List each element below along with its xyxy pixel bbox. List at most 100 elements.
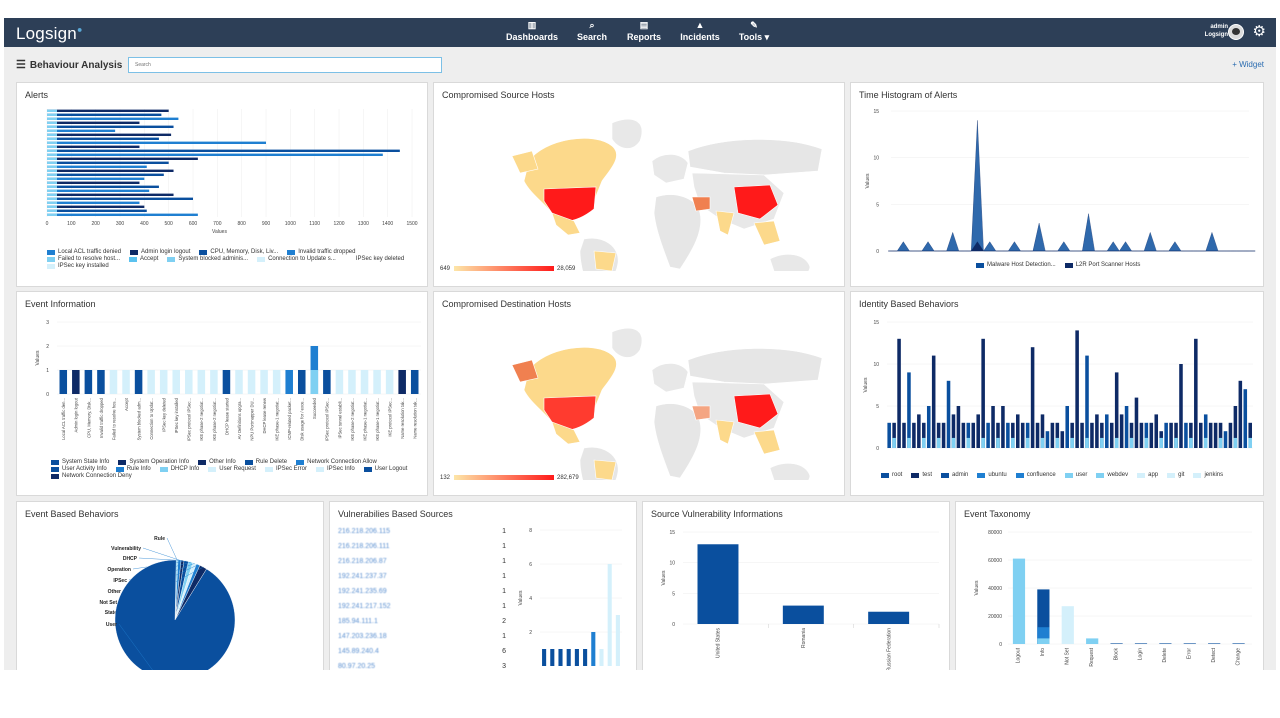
count-value: 1 — [502, 543, 506, 550]
table-row[interactable]: 192.241.217.152 1 — [338, 599, 506, 614]
ip-address[interactable]: 216.218.206.87 — [338, 558, 387, 565]
legend-item[interactable]: Invalid traffic dropped — [287, 249, 355, 256]
panel-vulnerabilities-sources: Vulnerabilies Based Sources 216.218.206.… — [329, 501, 637, 670]
alert-bar-stack — [47, 177, 57, 180]
nav-tools[interactable]: ✎ Tools ▾ — [729, 20, 779, 43]
legend-item[interactable]: L2R Port Scanner Hosts — [1064, 262, 1140, 269]
legend-item[interactable]: Rule Info — [115, 466, 151, 473]
avatar[interactable] — [1228, 24, 1244, 40]
legend-item[interactable]: Rule Delete — [244, 459, 287, 466]
panel-compromised-source: Compromised Source Hosts 649 28,059 — [433, 82, 845, 287]
table-row[interactable]: 185.94.111.1 2 — [338, 614, 506, 629]
legend-item[interactable]: IPSec key installed — [47, 263, 109, 270]
legend-item[interactable]: System blocked adminis... — [167, 256, 248, 263]
chart-icon: ▥ — [527, 20, 537, 30]
ip-address[interactable]: 216.218.206.111 — [338, 543, 390, 550]
legend-item[interactable]: test — [911, 472, 932, 479]
legend-item[interactable]: Network Connection Allow — [296, 459, 377, 466]
user-info[interactable]: admin Logsign — [1205, 23, 1228, 39]
ip-address[interactable]: 192.241.235.69 — [338, 588, 387, 595]
table-row[interactable]: 216.218.206.87 1 — [338, 554, 506, 569]
table-row[interactable]: 192.241.235.69 1 — [338, 584, 506, 599]
legend-item[interactable]: Other Info — [198, 459, 236, 466]
legend-item[interactable]: User Activity Info — [51, 466, 107, 473]
legend-swatch — [167, 257, 176, 262]
legend-item[interactable]: user — [1064, 472, 1087, 479]
alert-bar-stack — [47, 129, 57, 132]
ip-address[interactable]: 145.89.240.4 — [338, 648, 379, 655]
map-region-usa — [543, 186, 597, 222]
table-row[interactable]: 216.218.206.115 1 — [338, 524, 506, 539]
legend-item[interactable]: System Operation Info — [118, 459, 189, 466]
scale-min: 649 — [440, 266, 451, 272]
nav-reports[interactable]: ▤ Reports — [619, 20, 669, 42]
alert-bar — [47, 145, 140, 148]
nav-label: Incidents — [680, 32, 720, 42]
identity-bar — [1035, 422, 1040, 448]
identity-bar — [1179, 364, 1183, 448]
nav-search[interactable]: ⌕ Search — [567, 20, 617, 42]
legend-item[interactable]: Admin login logout — [130, 249, 190, 256]
legend-item[interactable]: Failed to resolve host... — [47, 256, 120, 263]
identity-bar — [1015, 414, 1020, 448]
event-info-bar — [260, 370, 268, 394]
table-row[interactable]: 216.218.206.111 1 — [338, 539, 506, 554]
table-row[interactable]: 147.203.236.18 1 — [338, 629, 506, 644]
nav-dashboards[interactable]: ▥ Dashboards — [506, 20, 558, 42]
category-label: Romania — [801, 628, 807, 648]
ip-address[interactable]: 185.94.111.1 — [338, 618, 378, 625]
identity-bar — [1011, 422, 1015, 448]
legend-item[interactable]: Connection to Update s... — [257, 256, 336, 263]
ip-address[interactable]: 192.241.217.152 — [338, 603, 391, 610]
legend-item[interactable]: Local ACL traffic denied — [47, 249, 121, 256]
legend-item[interactable]: confluence — [1015, 472, 1056, 479]
legend-item[interactable]: admin — [941, 472, 968, 479]
identity-bar — [971, 422, 976, 448]
tick-label: 60000 — [988, 558, 1002, 564]
logo[interactable]: Logsign● — [16, 24, 83, 44]
legend-item[interactable]: DHCP Info — [159, 466, 199, 473]
legend-item[interactable]: User Logout — [363, 466, 407, 473]
ip-address[interactable]: 192.241.237.37 — [338, 573, 387, 580]
search-input[interactable] — [128, 57, 442, 73]
category-label: CPU, Memory, Disk... — [86, 398, 91, 438]
taxonomy-bar — [1183, 643, 1196, 644]
legend-item[interactable]: System State Info — [51, 459, 109, 466]
legend-item[interactable]: Malware Host Detection... — [976, 262, 1056, 269]
legend-item[interactable]: app — [1137, 472, 1158, 479]
gear-icon[interactable]: ⚙ — [1252, 23, 1266, 40]
tick-label: 15 — [873, 320, 879, 326]
hamburger-icon[interactable]: ☰ — [16, 59, 26, 71]
ip-address[interactable]: 80.97.20.25 — [338, 663, 375, 670]
legend-item[interactable]: CPU, Memory, Disk, Liv... — [199, 249, 278, 256]
vuln-source-bar — [558, 649, 563, 666]
legend-item[interactable]: IPSec key deleted — [344, 256, 404, 263]
legend-item[interactable]: git — [1167, 472, 1184, 479]
legend-item[interactable]: jenkins — [1193, 472, 1223, 479]
event-info-legend: System State Info System Operation Info Ot… — [51, 459, 423, 480]
ip-address[interactable]: 216.218.206.115 — [338, 528, 391, 535]
identity-bar — [1045, 431, 1050, 448]
legend-swatch — [363, 467, 372, 472]
legend-item[interactable]: IPSec Error — [264, 466, 307, 473]
map-region-china — [733, 393, 779, 429]
legend-item[interactable]: webdev — [1096, 472, 1128, 479]
ip-address[interactable]: 147.203.236.18 — [338, 633, 387, 640]
legend-item[interactable]: Accept — [129, 256, 158, 263]
tick-label: 1300 — [358, 221, 369, 227]
table-row[interactable]: 192.241.237.37 1 — [338, 569, 506, 584]
tick-label: 300 — [116, 221, 125, 227]
legend-label: Network Connection Allow — [307, 459, 377, 465]
axis-title: Values — [863, 377, 869, 392]
table-row[interactable]: 80.97.20.25 3 — [338, 659, 506, 670]
add-widget-button[interactable]: + Widget — [1232, 60, 1264, 69]
nav-incidents[interactable]: ▲ Incidents — [675, 20, 725, 42]
legend-item[interactable]: IPSec Info — [315, 466, 355, 473]
table-row[interactable]: 145.89.240.4 6 — [338, 644, 506, 659]
legend-item[interactable]: root — [881, 472, 902, 479]
legend-item[interactable]: User Request — [208, 466, 256, 473]
legend-label: System State Info — [62, 459, 110, 465]
identity-bar — [1119, 414, 1124, 448]
legend-item[interactable]: Network Connection Deny — [51, 473, 132, 480]
legend-item[interactable]: ubuntu — [977, 472, 1007, 479]
